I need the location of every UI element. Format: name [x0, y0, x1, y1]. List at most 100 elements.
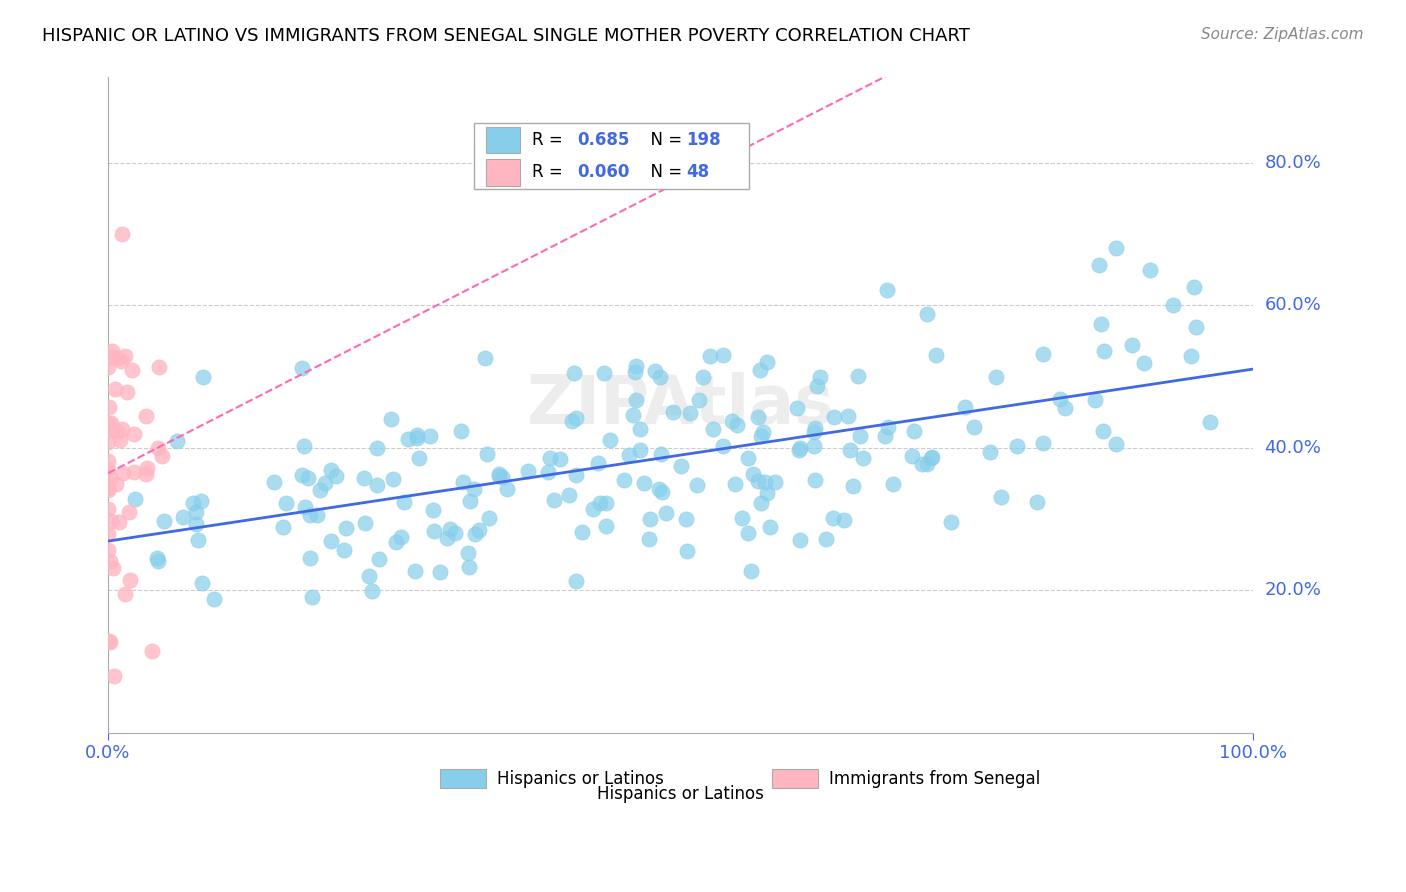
Point — [98, 471, 121, 485]
Point — [558, 488, 581, 502]
Point — [1184, 319, 1206, 334]
Point — [915, 307, 938, 321]
Point — [903, 424, 925, 438]
Point — [571, 525, 593, 540]
Point — [297, 471, 319, 485]
Point — [141, 644, 163, 658]
Point — [478, 510, 501, 524]
Point — [135, 409, 157, 424]
Point — [640, 512, 662, 526]
Point — [488, 468, 510, 483]
Point — [756, 355, 779, 369]
Text: 0.060: 0.060 — [578, 163, 630, 181]
Text: N =: N = — [640, 131, 688, 149]
Point — [747, 409, 769, 424]
Point — [1053, 401, 1076, 416]
Point — [592, 366, 614, 380]
Point — [823, 409, 845, 424]
Point — [921, 450, 943, 465]
Point — [984, 369, 1007, 384]
Point — [979, 444, 1001, 458]
Point — [644, 363, 666, 377]
Text: 80.0%: 80.0% — [1264, 154, 1322, 172]
Point — [491, 470, 513, 484]
Point — [621, 408, 644, 422]
Point — [294, 500, 316, 514]
Text: 48: 48 — [686, 163, 709, 181]
Point — [901, 449, 924, 463]
Point — [353, 471, 375, 485]
Point — [1105, 437, 1128, 451]
Point — [724, 477, 747, 491]
Point — [150, 449, 173, 463]
Point — [548, 451, 571, 466]
Point — [423, 524, 446, 539]
Point — [357, 569, 380, 583]
Point — [803, 473, 825, 487]
Point — [101, 351, 124, 365]
Point — [135, 467, 157, 481]
Point — [103, 561, 125, 575]
Point — [628, 443, 651, 458]
Text: 20.0%: 20.0% — [1264, 582, 1322, 599]
Point — [637, 533, 659, 547]
Point — [564, 410, 586, 425]
Point — [148, 360, 170, 375]
Point — [838, 442, 860, 457]
Point — [832, 513, 855, 527]
FancyBboxPatch shape — [474, 123, 749, 189]
Point — [849, 429, 872, 443]
FancyBboxPatch shape — [486, 160, 520, 186]
Point — [742, 467, 765, 482]
Point — [181, 495, 204, 509]
Point — [516, 464, 538, 478]
Text: 198: 198 — [686, 131, 721, 149]
Point — [655, 506, 678, 520]
Point — [111, 466, 134, 480]
Point — [97, 502, 120, 516]
Point — [307, 508, 329, 522]
Point — [450, 425, 472, 439]
Point — [314, 475, 336, 490]
Point — [586, 456, 609, 470]
Point — [787, 443, 810, 458]
Point — [107, 515, 129, 529]
Point — [1092, 424, 1115, 438]
Point — [562, 367, 585, 381]
Point — [686, 478, 709, 492]
Point — [702, 422, 724, 436]
Point — [852, 450, 875, 465]
Point — [599, 433, 621, 447]
Point — [624, 359, 647, 373]
Point — [97, 434, 120, 449]
Point — [301, 590, 323, 604]
Point — [475, 447, 498, 461]
Text: Immigrants from Senegal: Immigrants from Senegal — [830, 770, 1040, 788]
Point — [752, 425, 775, 439]
Point — [842, 479, 865, 493]
FancyBboxPatch shape — [440, 769, 486, 789]
Point — [1032, 436, 1054, 450]
Point — [105, 424, 128, 438]
Point — [97, 543, 120, 558]
Point — [406, 428, 429, 442]
Point — [114, 587, 136, 601]
Point — [582, 501, 605, 516]
Point — [1139, 262, 1161, 277]
Point — [319, 534, 342, 549]
Point — [385, 535, 408, 549]
Point — [759, 520, 782, 534]
Point — [104, 476, 127, 491]
Point — [97, 478, 120, 492]
Point — [804, 421, 827, 435]
Point — [389, 530, 412, 544]
Point — [814, 532, 837, 546]
Point — [97, 526, 120, 541]
Point — [1084, 392, 1107, 407]
Point — [803, 425, 825, 439]
Point — [101, 343, 124, 358]
Point — [623, 365, 645, 379]
Point — [1161, 298, 1184, 312]
Point — [911, 457, 934, 471]
Point — [332, 542, 354, 557]
